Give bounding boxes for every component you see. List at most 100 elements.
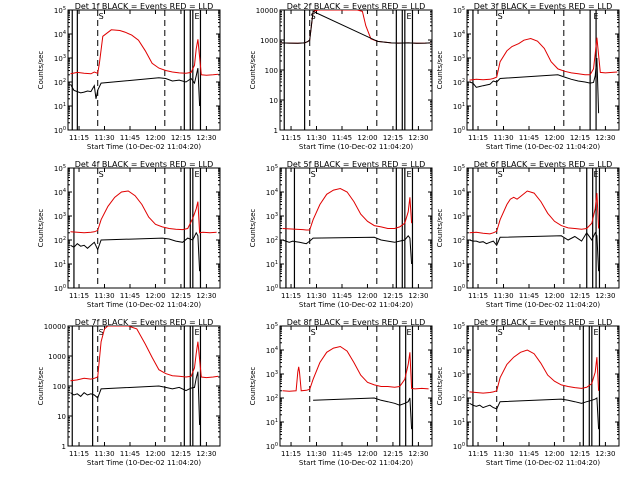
x-tick-label: 11:30 (306, 134, 326, 142)
plot-frame (466, 325, 620, 447)
series-lld-line (469, 349, 600, 394)
marker-label: S (498, 170, 503, 179)
y-tick-label: 1000 (48, 353, 66, 361)
y-tick-label: 100 (53, 383, 66, 391)
x-tick-label: 12:15 (570, 450, 590, 458)
y-tick-label: 100 (54, 284, 66, 293)
y-tick-label: 105 (266, 164, 278, 173)
panel-det-2: Det 2f BLACK = Events RED = LLD 1 10 100 100… (249, 2, 433, 151)
panel-det-3: Det 3f BLACK = Events RED = LLD 100 101 102… (436, 2, 620, 151)
panel-title: Det 6f BLACK = Events RED = LLD (474, 160, 613, 169)
series-events-line (280, 10, 431, 44)
y-tick-label: 102 (266, 394, 278, 403)
y-axis-label: Counts/sec (436, 51, 444, 90)
x-tick-label: 12:15 (171, 292, 191, 300)
x-tick-label: 11:45 (519, 134, 539, 142)
marker-label: S (311, 328, 316, 337)
marker-label: E (195, 12, 200, 21)
y-tick-label: 102 (54, 236, 66, 245)
series-lld-line (469, 37, 618, 81)
x-tick-label: 12:30 (196, 134, 216, 142)
x-tick-label: 12:15 (570, 134, 590, 142)
x-tick-label: 11:30 (94, 450, 114, 458)
y-tick-label: 101 (453, 418, 465, 427)
x-axis-label: Start Time (10-Dec-02 11:04:20) (486, 459, 600, 467)
x-tick-label: 12:30 (595, 292, 615, 300)
marker-label: E (594, 12, 599, 21)
y-tick-label: 100 (453, 284, 465, 293)
panel-title: Det 5f BLACK = Events RED = LLD (287, 160, 426, 169)
x-tick-label: 12:00 (145, 134, 165, 142)
x-tick-label: 12:00 (544, 134, 564, 142)
x-tick-label: 12:00 (357, 134, 377, 142)
x-tick-label: 11:30 (493, 292, 513, 300)
y-axis-label: Counts/sec (37, 209, 45, 248)
x-tick-label: 11:15 (281, 134, 301, 142)
y-tick-label: 102 (453, 394, 465, 403)
marker-label: S (498, 328, 503, 337)
series-lld-line (70, 29, 219, 76)
x-tick-label: 12:30 (408, 134, 428, 142)
y-tick-label: 104 (266, 188, 278, 197)
y-tick-label: 102 (54, 78, 66, 87)
panel-title: Det 9f BLACK = Events RED = LLD (474, 318, 613, 327)
x-tick-label: 12:30 (408, 450, 428, 458)
y-tick-label: 104 (54, 30, 66, 39)
panel-det-5: Det 5f BLACK = Events RED = LLD 100 101 102… (249, 160, 433, 309)
series-events-line (469, 231, 600, 272)
x-axis-label: Start Time (10-Dec-02 11:04:20) (299, 301, 413, 309)
x-tick-label: 12:15 (171, 450, 191, 458)
y-tick-label: 105 (266, 322, 278, 331)
x-tick-label: 11:15 (69, 134, 89, 142)
x-tick-label: 11:15 (468, 292, 488, 300)
x-axis-label: Start Time (10-Dec-02 11:04:20) (87, 301, 201, 309)
panel-title: Det 8f BLACK = Events RED = LLD (287, 318, 426, 327)
x-tick-label: 11:45 (332, 134, 352, 142)
plot-frame (279, 9, 433, 131)
x-tick-label: 11:30 (306, 450, 326, 458)
panel-title: Det 2f BLACK = Events RED = LLD (287, 2, 426, 11)
x-axis-label: Start Time (10-Dec-02 11:04:20) (87, 459, 201, 467)
x-tick-label: 11:15 (69, 292, 89, 300)
y-tick-label: 101 (266, 418, 278, 427)
x-tick-label: 11:45 (519, 450, 539, 458)
y-tick-label: 101 (453, 102, 465, 111)
y-tick-label: 103 (453, 212, 465, 221)
y-tick-label: 102 (453, 236, 465, 245)
plot-frame (466, 9, 620, 131)
x-tick-label: 11:30 (94, 134, 114, 142)
y-axis-label: Counts/sec (436, 209, 444, 248)
x-tick-label: 12:30 (595, 134, 615, 142)
x-axis-label: Start Time (10-Dec-02 11:04:20) (299, 143, 413, 151)
x-tick-label: 12:30 (408, 292, 428, 300)
y-tick-label: 101 (453, 260, 465, 269)
y-tick-label: 10000 (256, 7, 278, 15)
panel-det-7: Det 7f BLACK = Events RED = LLD 1 10 100 100… (37, 318, 221, 467)
x-tick-label: 12:00 (145, 292, 165, 300)
x-tick-label: 12:15 (171, 134, 191, 142)
panel-title: Det 1f BLACK = Events RED = LLD (75, 2, 214, 11)
x-tick-label: 12:15 (383, 450, 403, 458)
y-axis-label: Counts/sec (37, 51, 45, 90)
x-tick-label: 12:00 (145, 450, 165, 458)
x-tick-label: 11:15 (468, 450, 488, 458)
marker-label: E (407, 170, 412, 179)
y-tick-label: 105 (453, 6, 465, 15)
series-events-line (70, 67, 201, 107)
series-events-line (469, 57, 600, 114)
panel-det-8: Det 8f BLACK = Events RED = LLD 100 101 102… (249, 318, 433, 467)
y-tick-label: 102 (266, 236, 278, 245)
x-tick-label: 12:15 (383, 134, 403, 142)
y-tick-label: 105 (453, 322, 465, 331)
plot-frame (67, 167, 221, 289)
x-axis-label: Start Time (10-Dec-02 11:04:20) (486, 143, 600, 151)
y-tick-label: 1 (62, 443, 66, 451)
y-tick-label: 102 (453, 78, 465, 87)
y-tick-label: 104 (266, 346, 278, 355)
y-tick-label: 104 (54, 188, 66, 197)
plot-frame (67, 9, 221, 131)
y-axis-label: Counts/sec (249, 209, 257, 248)
x-tick-label: 12:30 (595, 450, 615, 458)
plot-frame (466, 167, 620, 289)
panel-det-9: Det 9f BLACK = Events RED = LLD 100 101 102… (436, 318, 620, 467)
